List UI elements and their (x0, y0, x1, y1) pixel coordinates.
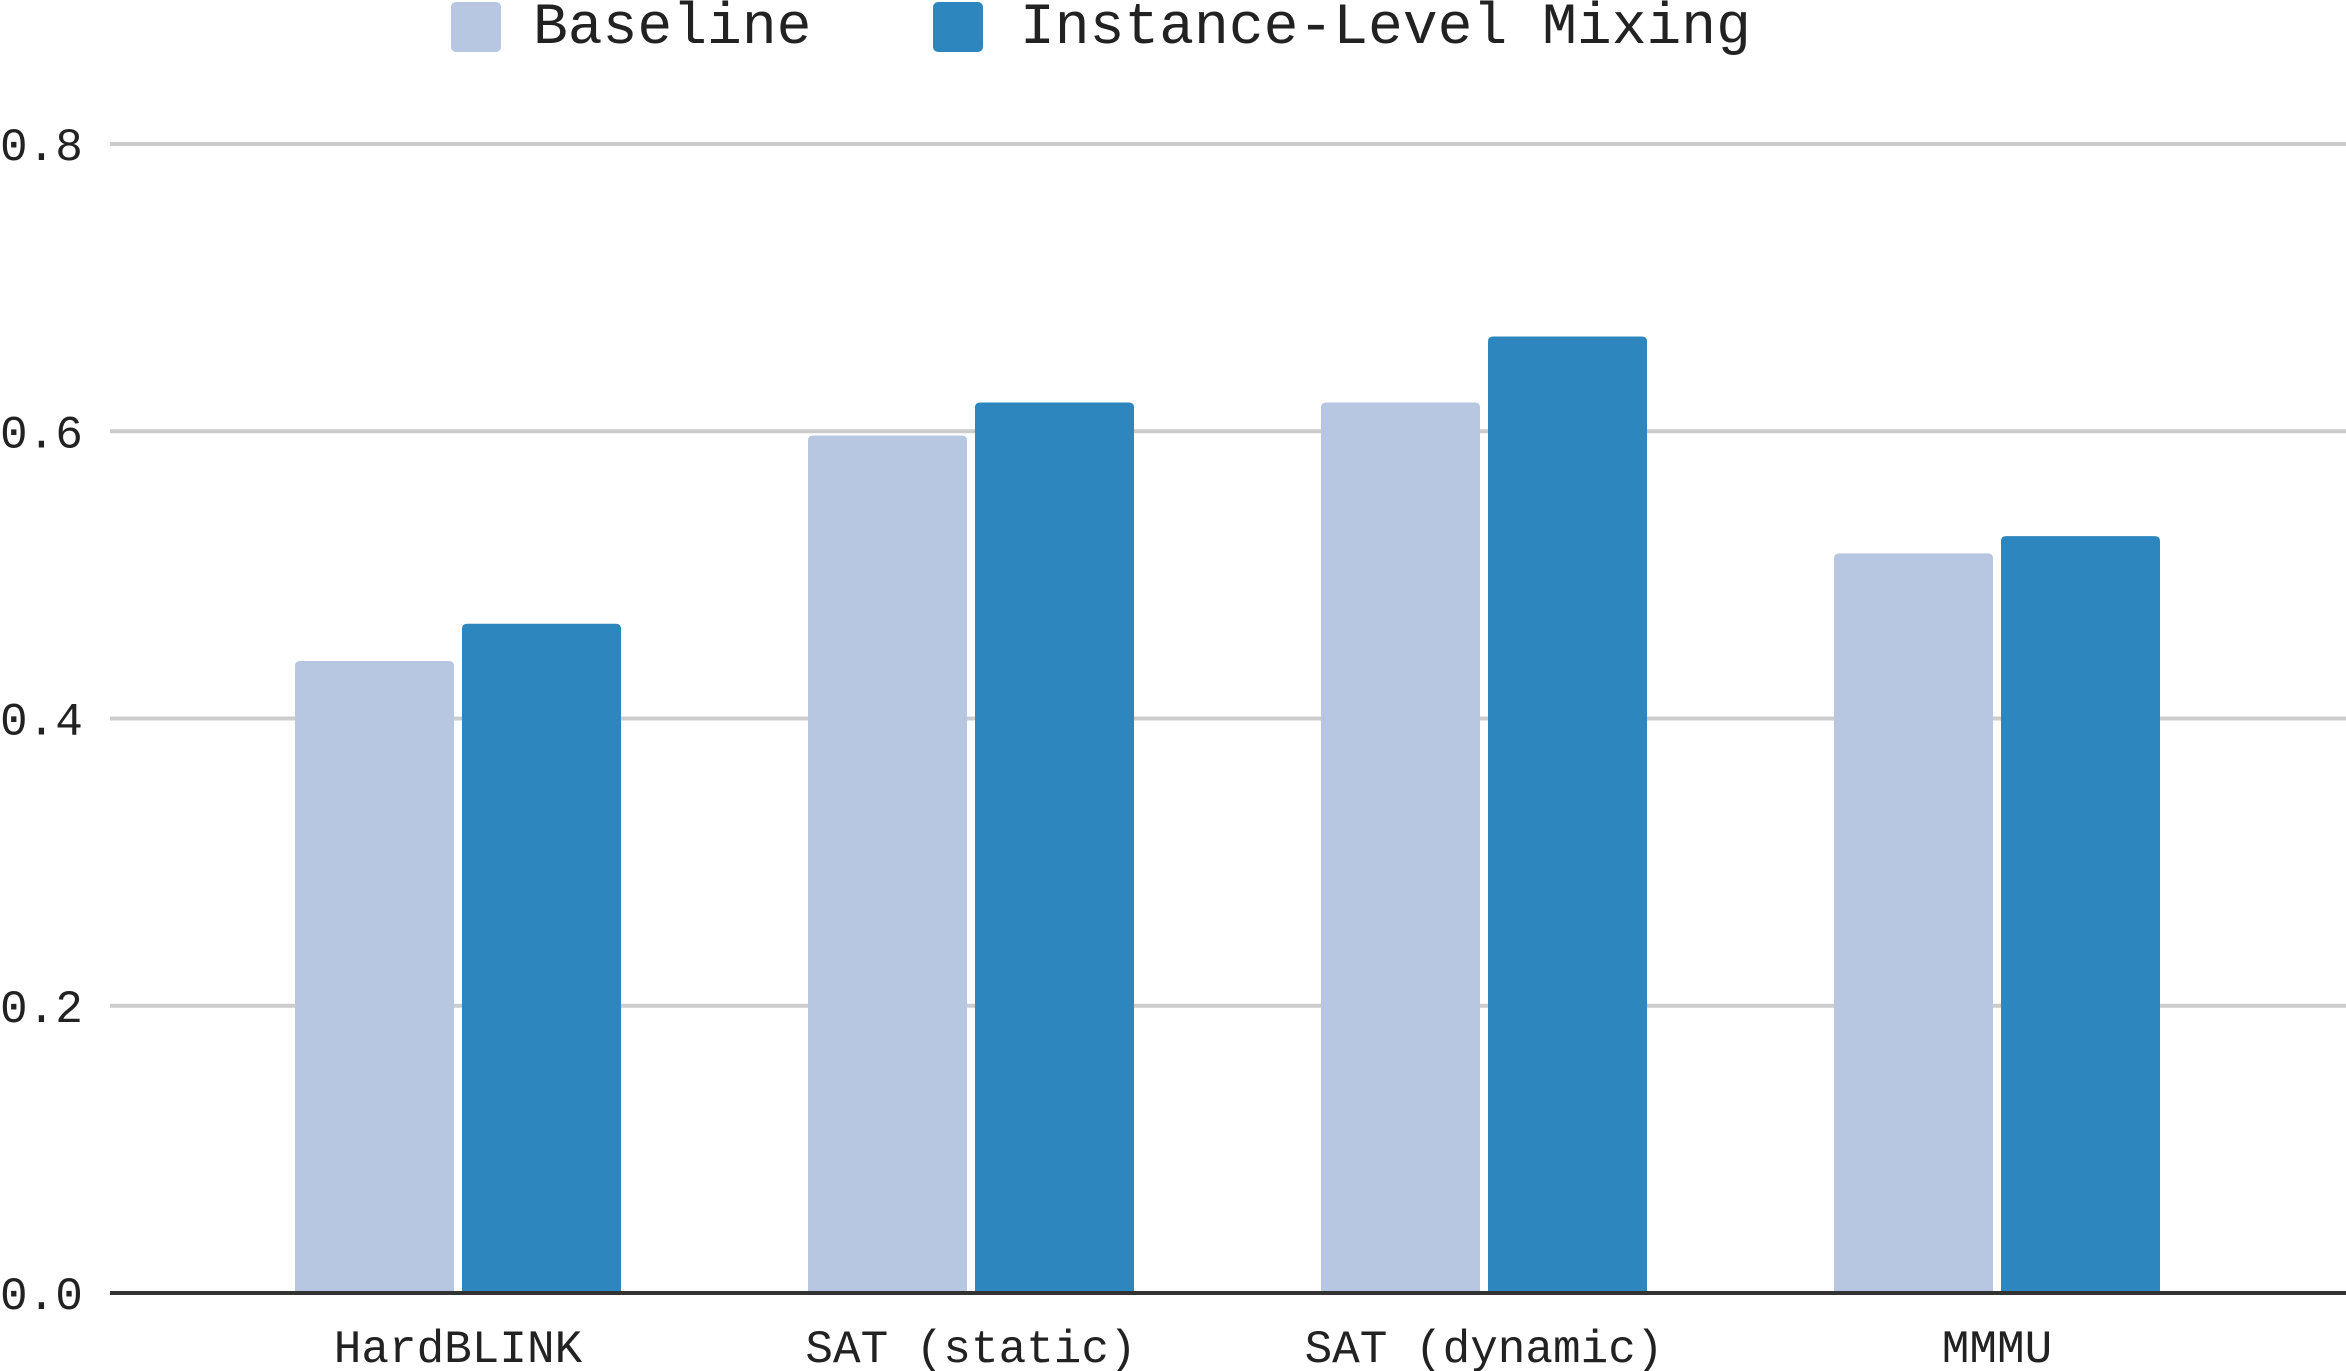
bar-instance-level-mixing-hardblink (462, 623, 621, 1293)
bar-baseline-sat-dynamic (1321, 402, 1480, 1293)
legend-label-baseline: Baseline (533, 0, 811, 61)
bar-instance-level-mixing-sat-dynamic (1488, 336, 1647, 1293)
x-tick-label: SAT (static) (805, 1324, 1136, 1371)
y-tick-labels: 0.0 0.2 0.4 0.6 0.8 (0, 122, 83, 1323)
y-tick-label: 0.6 (0, 409, 83, 461)
legend: Baseline Instance-Level Mixing (451, 0, 1751, 61)
y-tick-label: 0.4 (0, 697, 83, 749)
y-tick-label: 0.8 (0, 122, 83, 174)
y-tick-label: 0.0 (0, 1271, 83, 1323)
bar-instance-level-mixing-sat-static (975, 402, 1134, 1293)
x-tick-label: SAT (dynamic) (1305, 1324, 1664, 1371)
bar-baseline-hardblink (295, 661, 454, 1293)
x-tick-label: HardBLINK (334, 1324, 583, 1371)
x-tick-labels: HardBLINK SAT (static) SAT (dynamic) MMMU (334, 1324, 2052, 1371)
bar-instance-level-mixing-mmmu (2001, 536, 2160, 1293)
x-tick-label: MMMU (1942, 1324, 2052, 1371)
bar-baseline-sat-static (808, 435, 967, 1294)
legend-label-instance-level-mixing: Instance-Level Mixing (1020, 0, 1751, 61)
bar-baseline-mmmu (1834, 553, 1993, 1293)
y-tick-label: 0.2 (0, 984, 83, 1036)
bars (295, 336, 2160, 1294)
legend-swatch-instance-level-mixing (933, 2, 983, 52)
legend-swatch-baseline (451, 2, 501, 52)
